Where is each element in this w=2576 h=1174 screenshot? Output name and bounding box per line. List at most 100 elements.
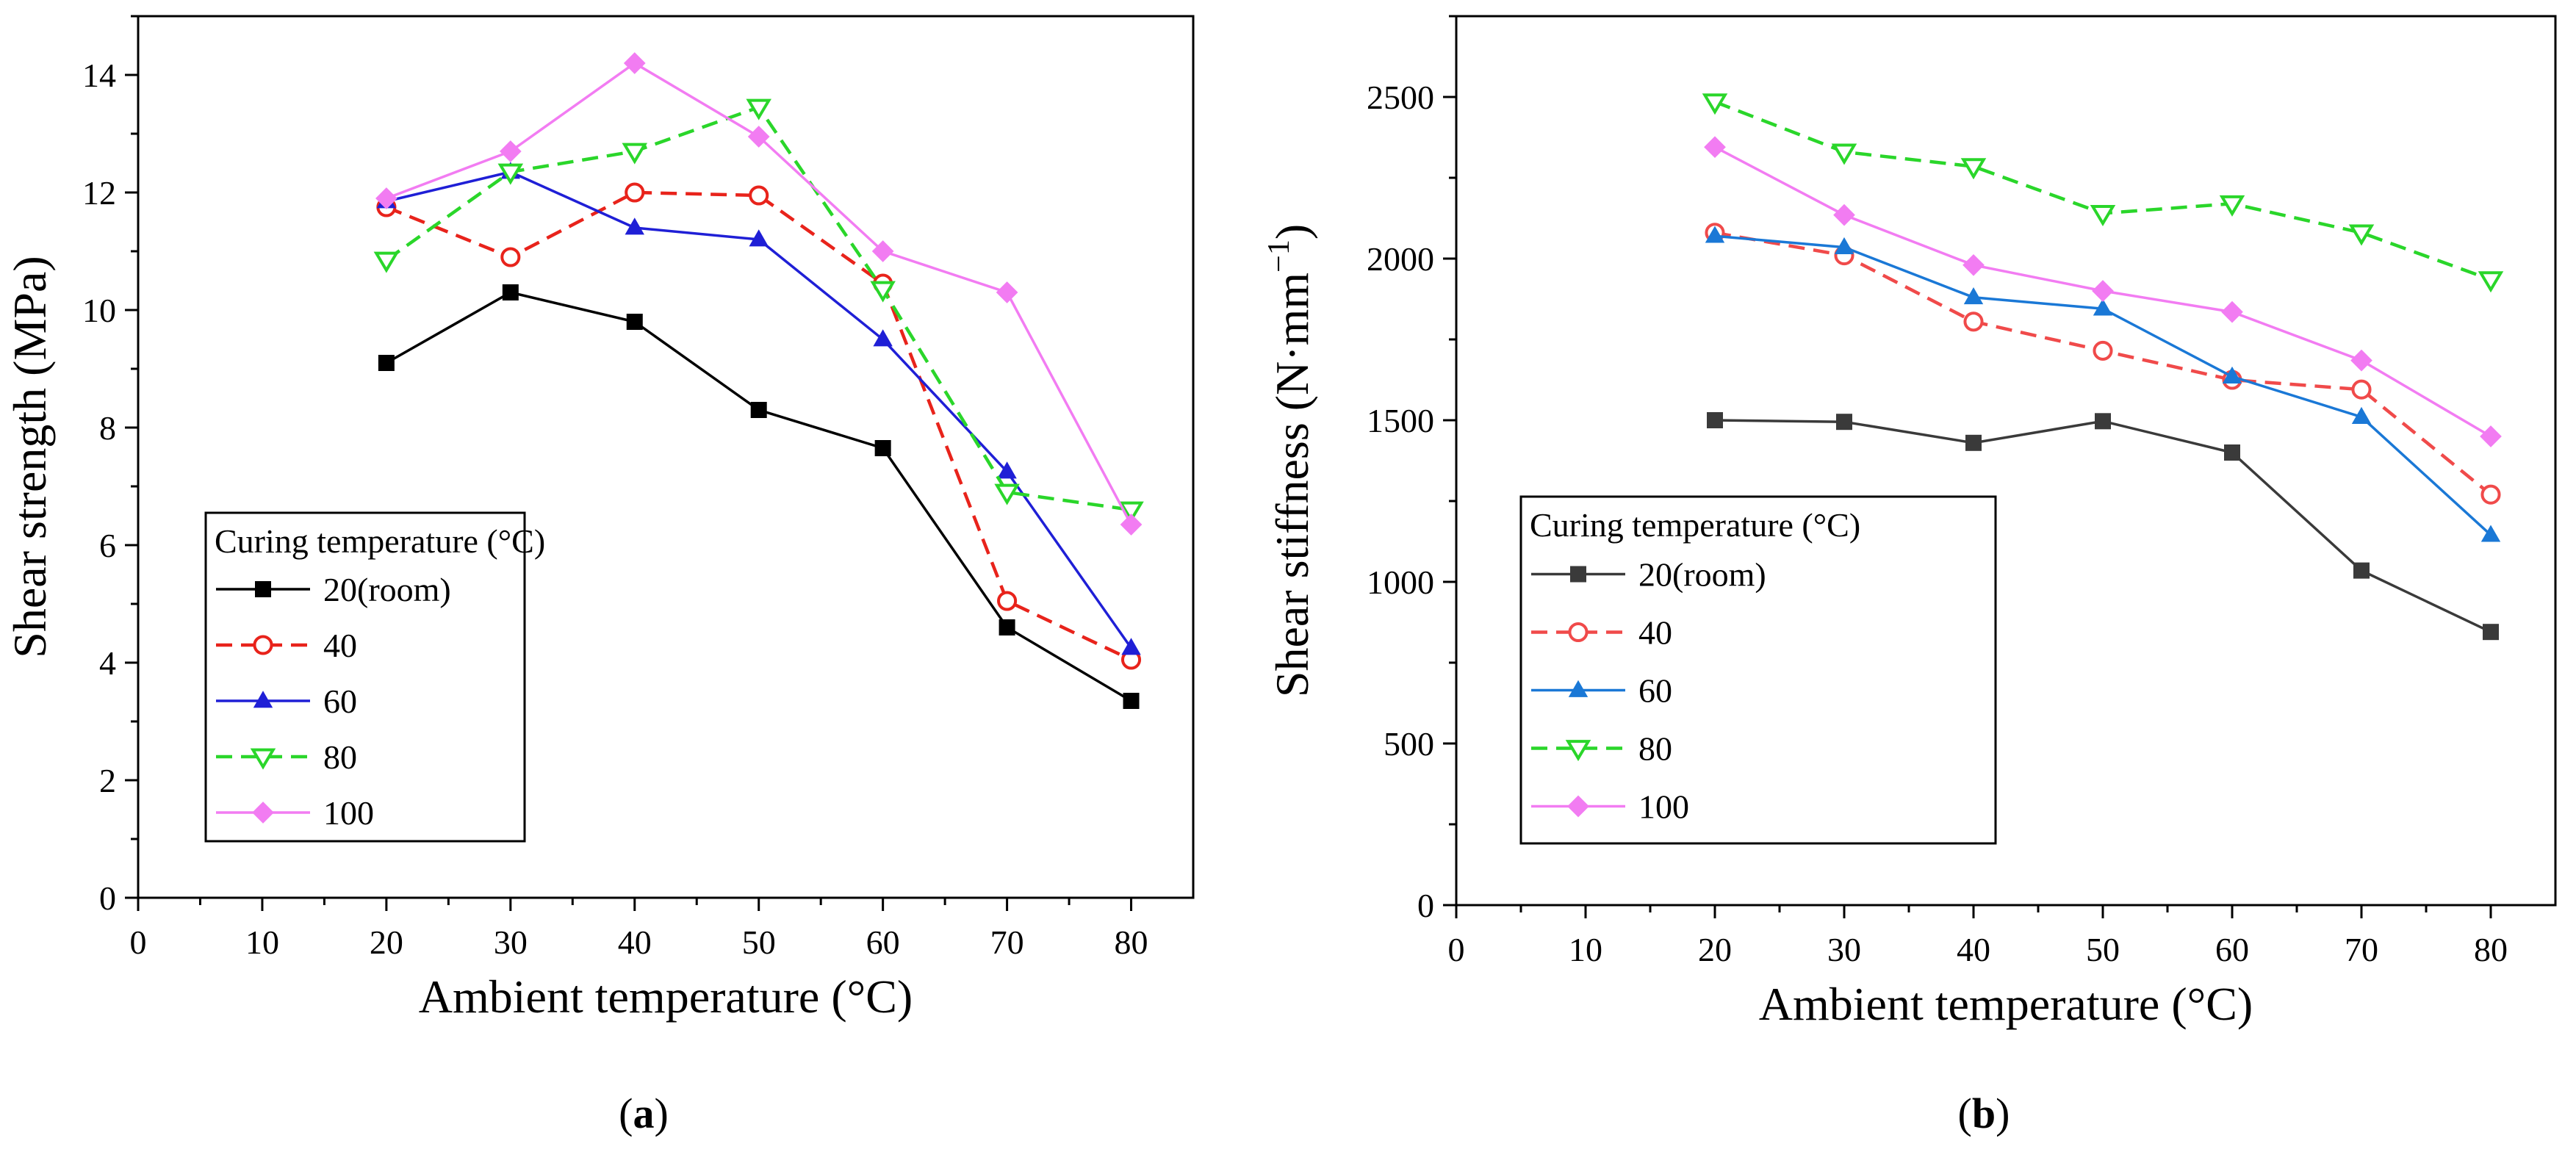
x-tick-label: 40: [1957, 931, 1990, 968]
legend-marker: [1570, 566, 1586, 583]
x-tick-label: 70: [2345, 931, 2378, 968]
data-point: [2478, 271, 2504, 293]
data-point: [871, 240, 894, 262]
data-point: [1123, 693, 1140, 709]
y-tick-label: 0: [99, 879, 116, 917]
data-point: [625, 217, 644, 235]
legend-marker: [253, 691, 273, 708]
x-tick-label: 60: [866, 923, 900, 961]
data-point: [1118, 501, 1144, 523]
y-tick-label: 10: [82, 292, 116, 329]
data-point: [997, 591, 1018, 611]
y-tick-label: 12: [82, 174, 116, 212]
x-tick-label: 50: [2086, 931, 2120, 968]
data-point: [746, 98, 771, 120]
y-tick-label: 2: [99, 762, 116, 799]
legend-label: 40: [323, 627, 357, 664]
y-axis-title-exponent: −1: [1262, 240, 1296, 273]
legend-label: 60: [323, 683, 357, 720]
y-tick-label: 14: [82, 57, 116, 94]
data-point: [2480, 484, 2501, 505]
data-point: [999, 619, 1015, 635]
x-axis-title: Ambient temperature (°C): [1759, 978, 2253, 1030]
data-point: [749, 229, 769, 247]
data-point: [623, 52, 646, 74]
x-axis-title: Ambient temperature (°C): [419, 970, 913, 1023]
chart-panel-b: 0 10 20 30 40 50 60 70 80 0 500 1000 1500 2000 2500 Amb…: [1262, 15, 2557, 1137]
series-100: [375, 52, 1143, 536]
legend-label: 40: [1638, 614, 1672, 652]
y-axis-title: Shear stiffness (N·mm−1): [1262, 224, 1318, 697]
panel-label-close: ): [1996, 1090, 2010, 1137]
legend-label: 20(room): [323, 571, 451, 608]
legend-label: 100: [1638, 788, 1689, 826]
data-point: [2090, 205, 2116, 227]
data-point: [1960, 158, 1987, 180]
data-point: [500, 247, 521, 267]
x-tick-label: 50: [742, 923, 776, 961]
panel-label-letter: a: [633, 1090, 655, 1137]
y-tick-label: 4: [99, 644, 116, 682]
panel-label-open: (: [1958, 1090, 1972, 1137]
data-point: [2224, 444, 2240, 461]
y-tick-label: 2500: [1367, 79, 1434, 116]
panel-label-close: ): [655, 1090, 669, 1137]
data-point: [2353, 562, 2370, 579]
panel-label: (b): [1958, 1090, 2010, 1137]
panel-label: (a): [619, 1090, 669, 1137]
x-tick-label: 0: [1448, 931, 1465, 968]
x-tick-label: 40: [618, 923, 652, 961]
series-20(room): [378, 284, 1140, 709]
data-point: [2093, 340, 2113, 361]
data-point: [747, 126, 770, 148]
data-point: [1705, 226, 1725, 243]
data-point: [2351, 379, 2372, 400]
series-line: [1714, 100, 2492, 281]
data-point: [1831, 143, 1857, 165]
data-point: [870, 281, 896, 303]
data-point: [626, 314, 643, 330]
data-point: [750, 402, 767, 418]
legend: Curing temperature (°C) 20(room) 40 60 80 100: [204, 511, 545, 843]
data-point: [502, 284, 519, 300]
x-tick-label: 10: [1569, 931, 1602, 968]
legend-marker: [1568, 622, 1589, 643]
data-point: [1963, 287, 1984, 305]
data-point: [625, 182, 645, 203]
data-point: [1702, 93, 1728, 115]
y-tick-label: 1000: [1367, 563, 1434, 601]
data-point: [1833, 204, 1855, 226]
data-point: [2483, 624, 2499, 641]
data-point: [2093, 298, 2113, 316]
x-tick-label: 60: [2215, 931, 2249, 968]
data-point: [2480, 525, 2501, 542]
data-point: [2348, 224, 2375, 246]
y-tick-label: 500: [1384, 725, 1434, 763]
legend-label: 60: [1638, 672, 1672, 710]
data-point: [378, 355, 395, 371]
y-tick-label: 1500: [1367, 402, 1434, 439]
plot-frame: [1455, 15, 2557, 907]
legend-label: 80: [323, 738, 357, 776]
legend-title: Curing temperature (°C): [215, 522, 545, 560]
data-point: [2095, 413, 2111, 430]
data-point: [1707, 412, 1723, 428]
series-line: [385, 105, 1132, 512]
data-point: [2350, 349, 2372, 372]
data-point: [497, 163, 524, 185]
x-tick-label: 0: [130, 923, 147, 961]
legend-label: 80: [1638, 730, 1672, 768]
legend-marker: [1565, 740, 1591, 762]
data-point: [996, 281, 1018, 303]
data-point: [873, 329, 893, 347]
legend-marker: [1568, 680, 1589, 697]
series-100: [1704, 136, 2502, 447]
x-tick-label: 20: [1698, 931, 1732, 968]
data-point: [2221, 300, 2243, 323]
data-point: [499, 140, 522, 162]
x-tick-label: 80: [2474, 931, 2508, 968]
legend-marker: [250, 748, 276, 770]
data-point: [994, 483, 1020, 505]
data-point: [997, 461, 1017, 479]
y-tick-label: 6: [99, 527, 116, 564]
